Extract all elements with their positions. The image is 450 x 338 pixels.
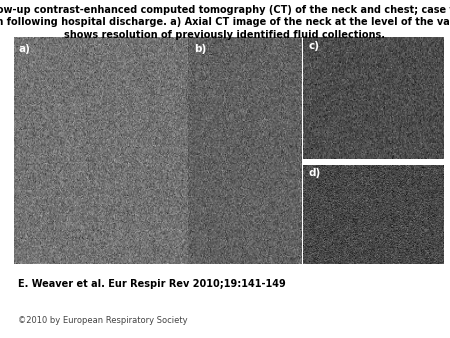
Text: a): a) <box>19 44 31 54</box>
Text: b): b) <box>194 44 206 54</box>
Text: d): d) <box>308 168 321 177</box>
Text: E. Weaver et al. Eur Respir Rev 2010;19:141-149: E. Weaver et al. Eur Respir Rev 2010;19:… <box>18 279 286 289</box>
Text: c): c) <box>308 41 319 51</box>
Text: ©2010 by European Respiratory Society: ©2010 by European Respiratory Society <box>18 316 188 325</box>
Text: Follow-up contrast-enhanced computed tomography (CT) of the neck and chest; case: Follow-up contrast-enhanced computed tom… <box>0 5 450 40</box>
